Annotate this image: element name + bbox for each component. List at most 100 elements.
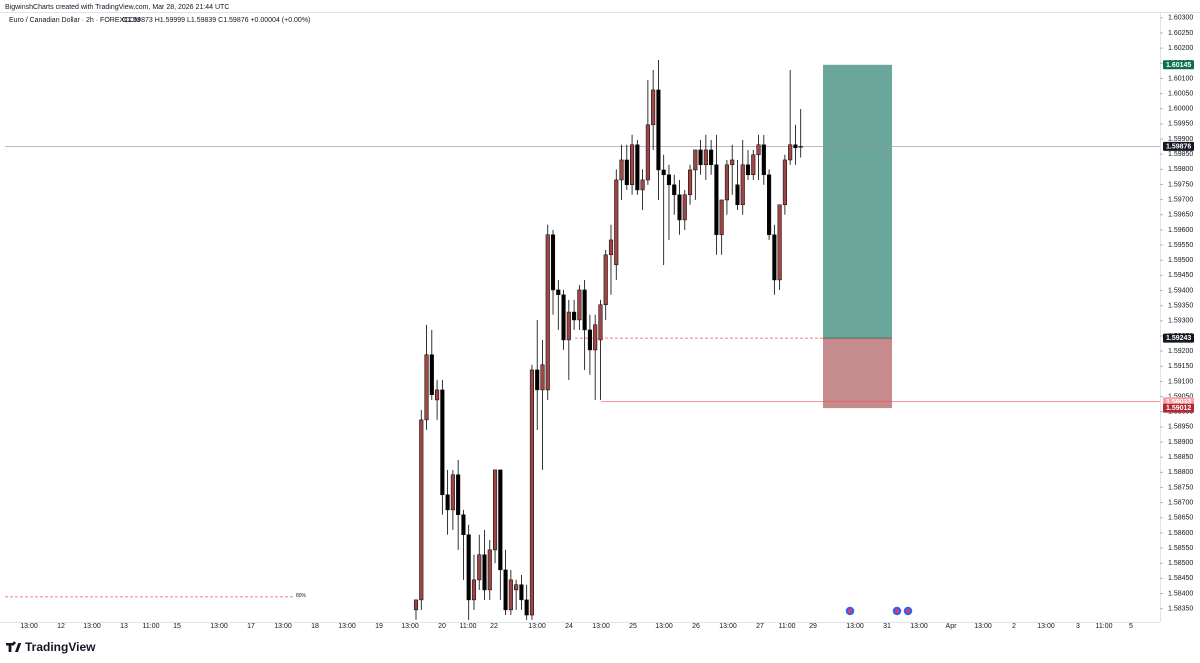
y-tick-label: 1.59350 <box>1168 303 1193 310</box>
y-tick-label: 1.59150 <box>1168 363 1193 370</box>
y-tick-label: 1.58500 <box>1168 560 1193 567</box>
candle-body <box>798 146 803 148</box>
candle-body <box>566 311 571 341</box>
candle-body <box>508 579 513 611</box>
candle-body <box>640 179 645 191</box>
x-tick-label: 11:00 <box>460 623 477 630</box>
candle-body <box>477 554 482 581</box>
take-profit-tag: 1.60145 <box>1166 62 1191 69</box>
footer-logo[interactable]: TradingView <box>5 640 96 654</box>
candle-body <box>693 149 698 171</box>
y-tick-label: 1.58950 <box>1168 424 1193 431</box>
logo-mark <box>5 641 22 652</box>
alert-tag: 1.59033 <box>1166 399 1191 406</box>
x-tick-label: 13:00 <box>1037 623 1055 630</box>
y-tick-label: 1.59550 <box>1168 242 1193 249</box>
x-tick-label: 13:00 <box>974 623 992 630</box>
candle-body <box>419 419 424 601</box>
loss-zone <box>823 338 892 409</box>
candle-body <box>730 159 735 166</box>
candle-body <box>503 569 508 611</box>
y-tick-label: 1.60050 <box>1168 90 1193 97</box>
y-tick-label: 1.59650 <box>1168 212 1193 219</box>
candle-body <box>777 204 782 281</box>
candle-body <box>445 494 450 511</box>
candle-body <box>529 369 534 616</box>
x-tick-label: 13 <box>120 623 128 630</box>
x-tick-label: 25 <box>629 623 637 630</box>
candle-body <box>435 389 440 401</box>
candle-body <box>651 89 656 126</box>
x-tick-label: 13:00 <box>846 623 864 630</box>
candle-body <box>572 311 577 321</box>
y-tick-label: 1.60100 <box>1168 75 1193 82</box>
watermark: BigwinshCharts created with TradingView.… <box>5 4 229 11</box>
candle-body <box>682 194 687 221</box>
ohlc-readout: O1.59873 H1.59999 L1.59839 C1.59876 +0.0… <box>122 17 310 24</box>
y-tick-label: 1.60250 <box>1168 30 1193 37</box>
x-tick-label: 15 <box>173 623 181 630</box>
candle-body <box>577 289 582 321</box>
y-tick-label: 1.58750 <box>1168 484 1193 491</box>
symbol-title: Euro / Canadian Dollar · 2h · FOREXCOM <box>9 17 141 24</box>
candle-body <box>550 234 556 291</box>
candle-body <box>424 354 429 421</box>
candle-body <box>745 164 751 176</box>
y-tick-label: 1.59700 <box>1168 196 1193 203</box>
y-tick-label: 1.59450 <box>1168 272 1193 279</box>
y-tick-label: 1.59850 <box>1168 151 1193 158</box>
event-icons[interactable] <box>844 605 914 617</box>
candle-body <box>614 179 619 266</box>
candle-body <box>487 549 492 591</box>
x-tick-label: Apr <box>946 623 958 630</box>
candle-body <box>482 554 487 591</box>
profit-zone <box>823 64 892 339</box>
candle-body <box>466 534 471 601</box>
candle-body <box>767 174 772 236</box>
x-tick-label: 31 <box>883 623 891 630</box>
y-tick-label: 1.58900 <box>1168 439 1193 446</box>
candle-body <box>635 144 640 191</box>
candle-body <box>645 124 650 181</box>
x-tick-label: 18 <box>311 623 319 630</box>
current-price-tag-bg <box>1163 141 1194 151</box>
x-tick-label: 24 <box>565 623 573 630</box>
event-dot <box>905 608 911 614</box>
x-tick-label: 29 <box>809 623 817 630</box>
candle-body <box>498 469 503 571</box>
candle-body <box>450 474 455 511</box>
y-tick-label: 1.59200 <box>1168 348 1193 355</box>
candle-body <box>761 144 766 176</box>
candle-body <box>624 159 629 186</box>
plot-layer: 80% <box>5 59 1160 620</box>
x-tick-label: 19 <box>375 623 383 630</box>
candle-body <box>493 469 498 551</box>
y-tick-label: 1.58600 <box>1168 530 1193 537</box>
candle-body <box>724 164 729 201</box>
x-tick-label: 5 <box>1129 623 1133 630</box>
x-tick-label: 20 <box>438 623 446 630</box>
candle-body <box>429 354 434 396</box>
y-tick-label: 1.59600 <box>1168 227 1193 234</box>
logo-text: TradingView <box>25 640 96 654</box>
x-tick-label: 13:00 <box>910 623 928 630</box>
candle-body <box>545 234 550 391</box>
take-profit-tag-bg <box>1163 60 1194 70</box>
y-tick-label: 1.60000 <box>1168 106 1193 113</box>
x-tick-label: 2 <box>1012 623 1016 630</box>
candle-body <box>740 164 745 206</box>
candle-body <box>524 599 529 616</box>
x-tick-label: 13:00 <box>338 623 356 630</box>
x-tick-label: 11:00 <box>1096 623 1113 630</box>
x-tick-label: 13:00 <box>655 623 673 630</box>
y-tick-label: 1.58450 <box>1168 575 1193 582</box>
y-tick-label: 1.60300 <box>1168 15 1193 22</box>
candle-body <box>540 364 545 391</box>
candle-body <box>687 169 693 196</box>
candle-body <box>751 154 756 176</box>
candle-body <box>661 169 666 176</box>
entry-tag-bg <box>1163 333 1194 343</box>
x-tick-label: 11:00 <box>779 623 796 630</box>
candle-body <box>703 149 708 166</box>
